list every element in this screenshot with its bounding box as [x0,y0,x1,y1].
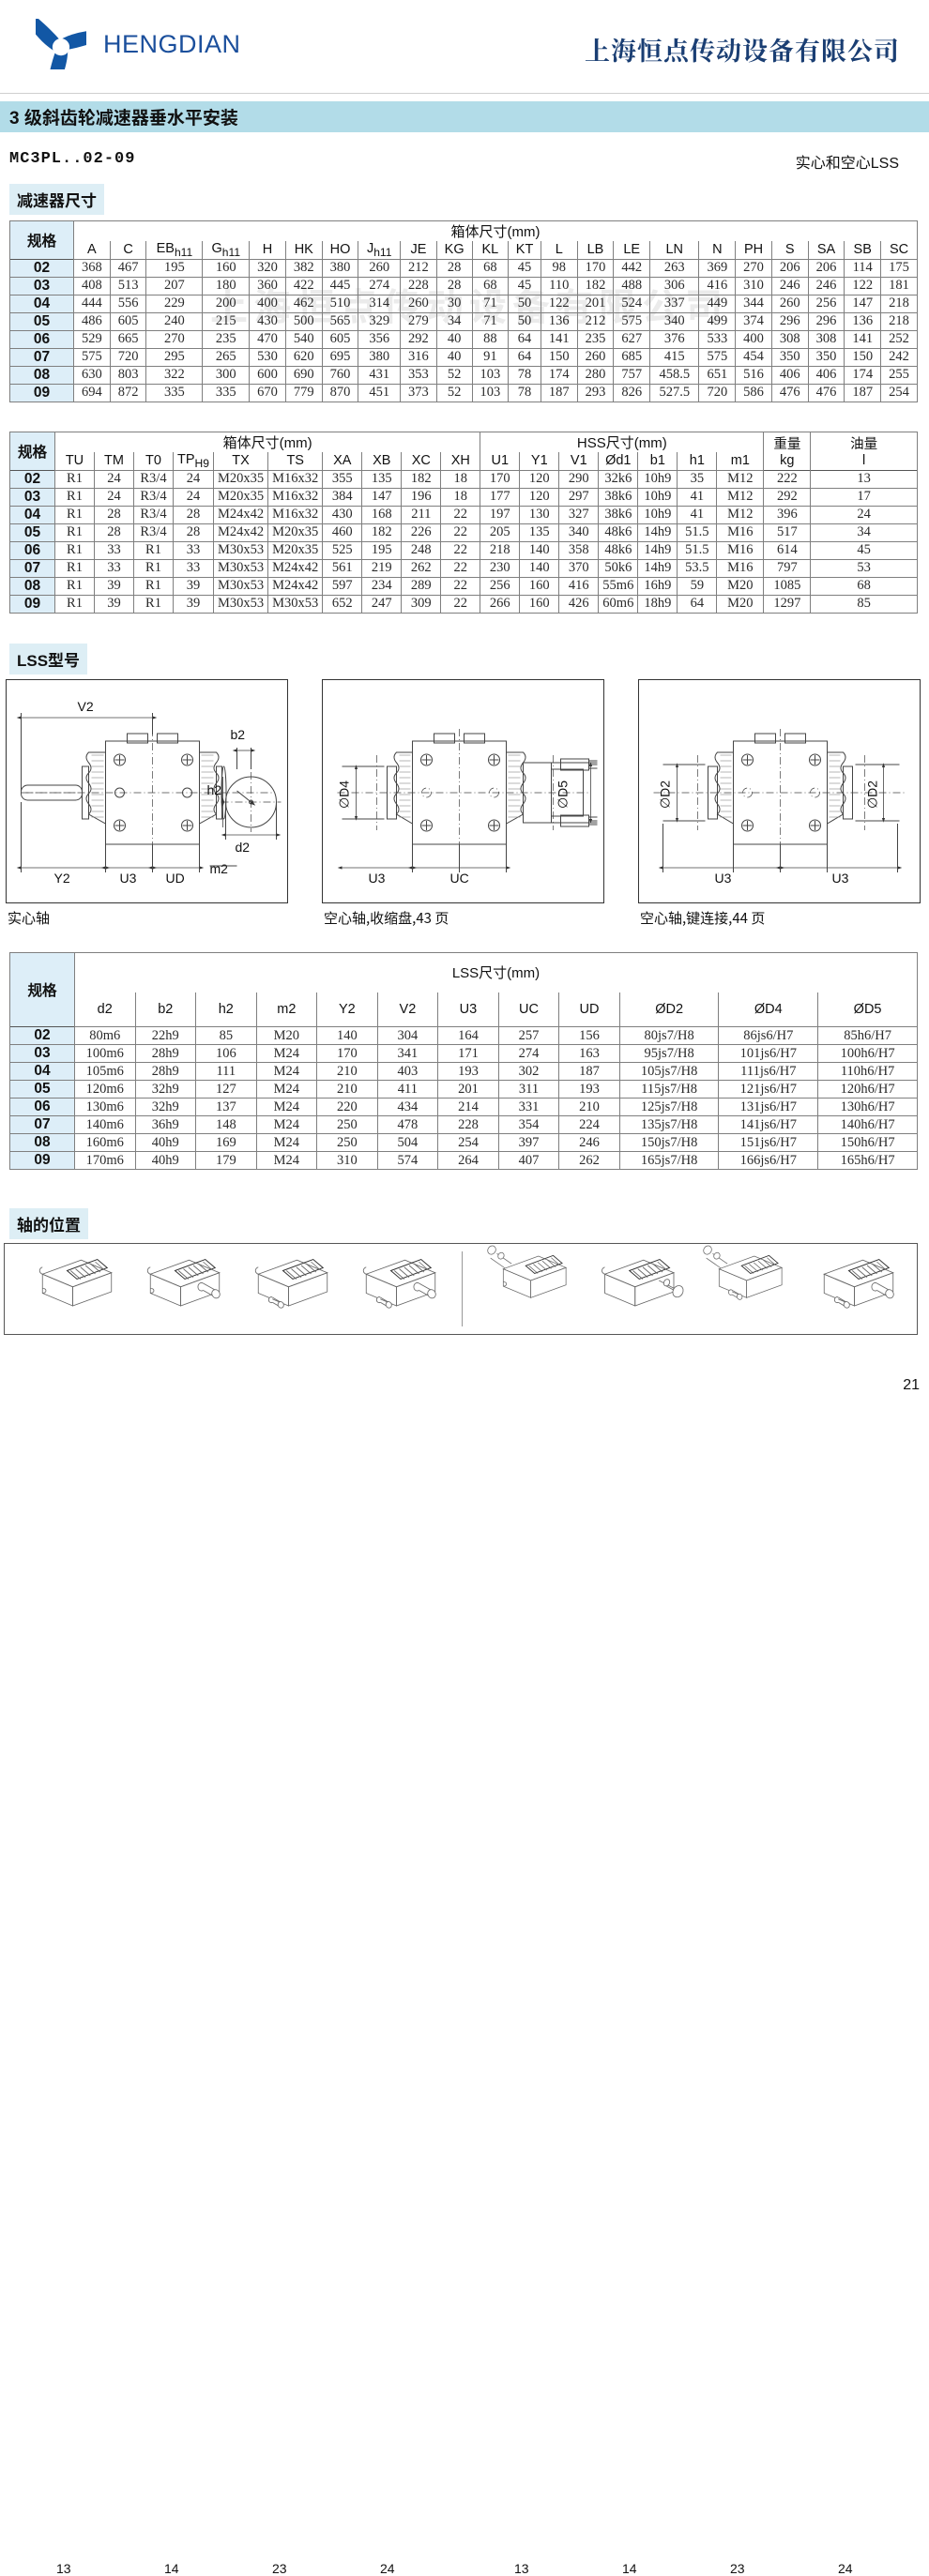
svg-text:∅D4: ∅D4 [337,780,352,809]
svg-text:∅D5: ∅D5 [556,780,571,809]
svg-text:U3: U3 [832,871,849,886]
svg-text:UC: UC [450,871,469,886]
svg-text:U3: U3 [715,871,732,886]
svg-text:m2: m2 [210,861,229,876]
svg-text:Y2: Y2 [54,871,70,886]
svg-text:h2: h2 [207,782,222,797]
svg-text:d2: d2 [236,840,251,855]
svg-text:∅D2: ∅D2 [658,780,673,809]
svg-text:U3: U3 [120,871,137,886]
svg-text:∅D2: ∅D2 [865,780,880,809]
svg-text:b2: b2 [231,727,246,742]
svg-text:V2: V2 [78,699,94,714]
svg-text:U3: U3 [369,871,386,886]
svg-text:UD: UD [166,871,185,886]
